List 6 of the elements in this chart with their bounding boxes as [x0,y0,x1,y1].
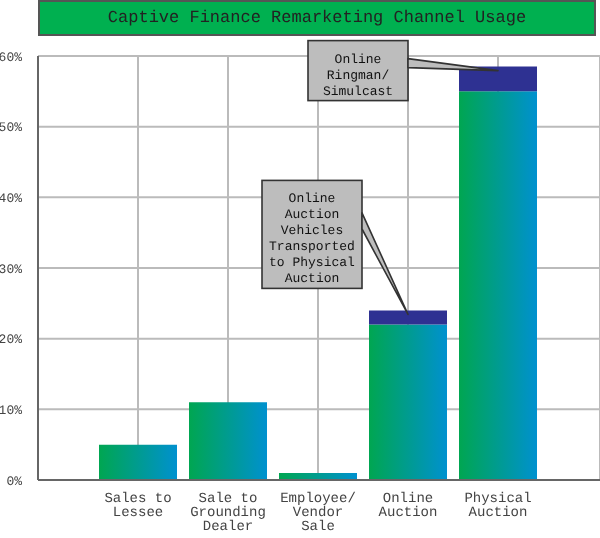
bar [369,310,447,325]
bar [369,324,447,480]
bar [189,402,267,480]
bar [459,91,537,480]
chart-title: Captive Finance Remarketing Channel Usage [38,0,596,36]
bar [99,444,177,480]
